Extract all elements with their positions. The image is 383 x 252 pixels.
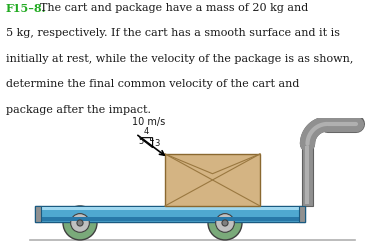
Bar	[299, 206, 305, 222]
Bar	[36, 217, 304, 221]
Text: 4: 4	[144, 126, 149, 135]
Text: package after the impact.: package after the impact.	[6, 104, 151, 114]
Text: The cart and package have a mass of 20 kg and: The cart and package have a mass of 20 k…	[33, 3, 308, 13]
Circle shape	[63, 206, 97, 240]
Circle shape	[216, 214, 234, 232]
Bar	[305, 146, 309, 204]
Bar	[165, 154, 260, 206]
Text: 10 m/s: 10 m/s	[132, 116, 165, 126]
Circle shape	[222, 220, 228, 226]
Circle shape	[70, 214, 89, 232]
Circle shape	[208, 206, 242, 240]
Text: 5: 5	[139, 137, 144, 146]
Text: 3: 3	[155, 139, 160, 148]
Text: initially at rest, while the velocity of the package is as shown,: initially at rest, while the velocity of…	[6, 53, 353, 64]
Text: 5 kg, respectively. If the cart has a smooth surface and it is: 5 kg, respectively. If the cart has a sm…	[6, 28, 340, 38]
Circle shape	[77, 220, 83, 226]
Text: determine the final common velocity of the cart and: determine the final common velocity of t…	[6, 79, 299, 89]
Bar	[35, 206, 305, 222]
Bar	[302, 144, 313, 206]
Text: F15–8.: F15–8.	[6, 3, 46, 14]
Bar	[36, 207, 304, 210]
Bar	[35, 206, 41, 222]
